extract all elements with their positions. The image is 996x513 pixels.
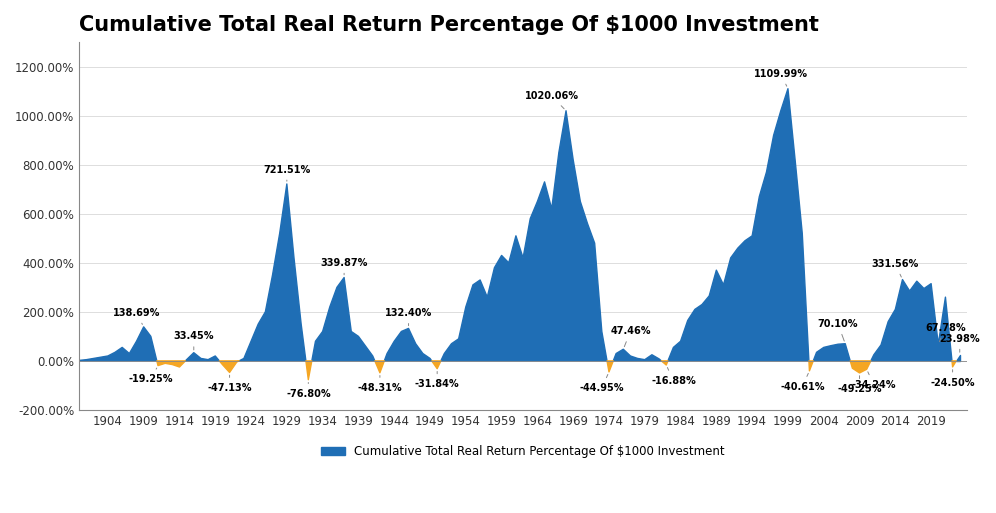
Legend: Cumulative Total Real Return Percentage Of $1000 Investment: Cumulative Total Real Return Percentage … (317, 441, 730, 463)
Text: -49.25%: -49.25% (838, 376, 881, 394)
Text: -47.13%: -47.13% (207, 375, 252, 393)
Text: 339.87%: 339.87% (321, 258, 368, 275)
Text: -44.95%: -44.95% (580, 374, 624, 393)
Text: 331.56%: 331.56% (872, 259, 919, 277)
Text: -40.61%: -40.61% (780, 373, 825, 392)
Text: 1109.99%: 1109.99% (754, 69, 808, 86)
Text: Cumulative Total Real Return Percentage Of $1000 Investment: Cumulative Total Real Return Percentage … (80, 15, 819, 35)
Text: 1020.06%: 1020.06% (525, 91, 579, 109)
Text: 33.45%: 33.45% (173, 331, 214, 350)
Text: 70.10%: 70.10% (818, 319, 859, 341)
Text: -76.80%: -76.80% (286, 383, 331, 399)
Text: 721.51%: 721.51% (263, 165, 311, 181)
Text: -31.84%: -31.84% (415, 371, 459, 389)
Text: 132.40%: 132.40% (384, 308, 432, 326)
Text: 23.98%: 23.98% (939, 334, 980, 352)
Text: 138.69%: 138.69% (113, 308, 160, 324)
Text: 67.78%: 67.78% (925, 323, 966, 342)
Text: 47.46%: 47.46% (611, 326, 650, 347)
Text: -19.25%: -19.25% (128, 368, 173, 384)
Text: -34.24%: -34.24% (852, 372, 896, 390)
Text: -48.31%: -48.31% (358, 376, 402, 393)
Text: -16.88%: -16.88% (651, 367, 696, 386)
Text: -24.50%: -24.50% (930, 370, 975, 387)
